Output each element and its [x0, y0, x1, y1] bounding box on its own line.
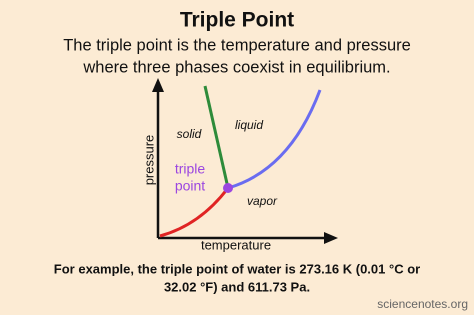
x-axis-label: temperature: [201, 237, 271, 252]
y-axis-arrow: [152, 78, 164, 92]
solid-vapor-boundary: [159, 187, 230, 238]
region-label: vapor: [247, 194, 278, 208]
point-label: triple: [175, 161, 206, 177]
subtitle-line: where three phases coexist in equilibriu…: [82, 58, 390, 76]
subtitle-line: The triple point is the temperature and …: [63, 36, 411, 54]
solid-liquid-boundary: [203, 85, 230, 189]
region-label: liquid: [235, 118, 263, 132]
axes: [156, 84, 332, 240]
x-axis-arrow: [324, 232, 338, 244]
footer-line: For example, the triple point of water i…: [54, 261, 420, 276]
footer-line: 32.02 °F) and 611.73 Pa.: [164, 279, 310, 294]
point-label: point: [175, 178, 205, 194]
region-label: solid: [177, 127, 202, 141]
triple-point-dot: [223, 183, 233, 193]
liquid-vapor-boundary: [227, 89, 322, 190]
y-axis-label: pressure: [141, 135, 156, 186]
source: sciencenotes.org: [377, 297, 468, 311]
title: Triple Point: [180, 9, 294, 32]
